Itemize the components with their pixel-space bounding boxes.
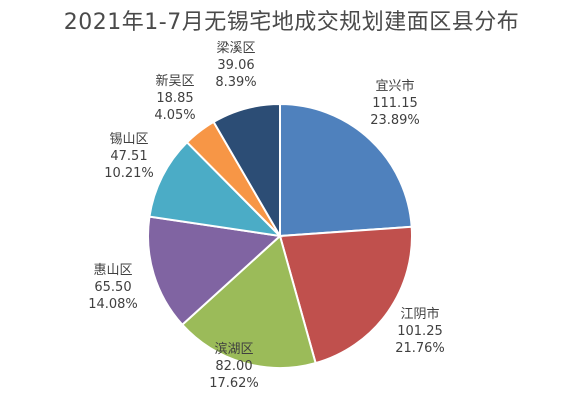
label-value: 65.50 [94, 280, 132, 295]
label-name: 锡山区 [109, 132, 149, 147]
label-percent: 23.89% [370, 113, 420, 128]
pie-slice-2 [180, 234, 317, 369]
label-percent: 14.08% [88, 297, 138, 312]
label-value: 18.85 [156, 91, 194, 106]
label-percent: 8.39% [215, 75, 257, 90]
label-xishan: 锡山区 47.51 10.21% [104, 131, 154, 182]
label-value: 101.25 [397, 324, 443, 339]
label-value: 82.00 [215, 359, 253, 374]
pie-slice-3 [147, 215, 283, 327]
label-xinwu: 新吴区 18.85 4.05% [154, 73, 195, 124]
pie-slice-6 [212, 102, 281, 240]
label-binhu: 滨湖区 82.00 17.62% [209, 341, 259, 392]
label-name: 梁溪区 [216, 41, 256, 56]
pie-slice-4 [148, 140, 283, 238]
label-name: 滨湖区 [214, 342, 254, 357]
label-liangxi: 梁溪区 39.06 8.39% [215, 40, 256, 91]
label-jiangyin: 江阴市 101.25 21.76% [395, 306, 445, 357]
chart-title: 2021年1-7月无锡宅地成交规划建面区县分布 [63, 10, 520, 35]
label-name: 新吴区 [155, 74, 195, 89]
label-name: 江阴市 [400, 307, 440, 322]
pie-slice-0 [279, 102, 413, 238]
label-yixing: 宜兴市 111.15 23.89% [370, 78, 420, 129]
label-value: 47.51 [110, 149, 148, 164]
label-percent: 21.76% [395, 341, 445, 356]
label-percent: 10.21% [104, 166, 154, 181]
label-value: 111.15 [372, 96, 418, 111]
label-name: 惠山区 [93, 263, 133, 278]
label-name: 宜兴市 [375, 79, 415, 94]
pie-slice-1 [278, 225, 414, 365]
label-percent: 4.05% [154, 108, 196, 123]
label-value: 39.06 [217, 58, 255, 73]
label-percent: 17.62% [209, 376, 259, 391]
label-huishan: 惠山区 65.50 14.08% [88, 262, 138, 313]
